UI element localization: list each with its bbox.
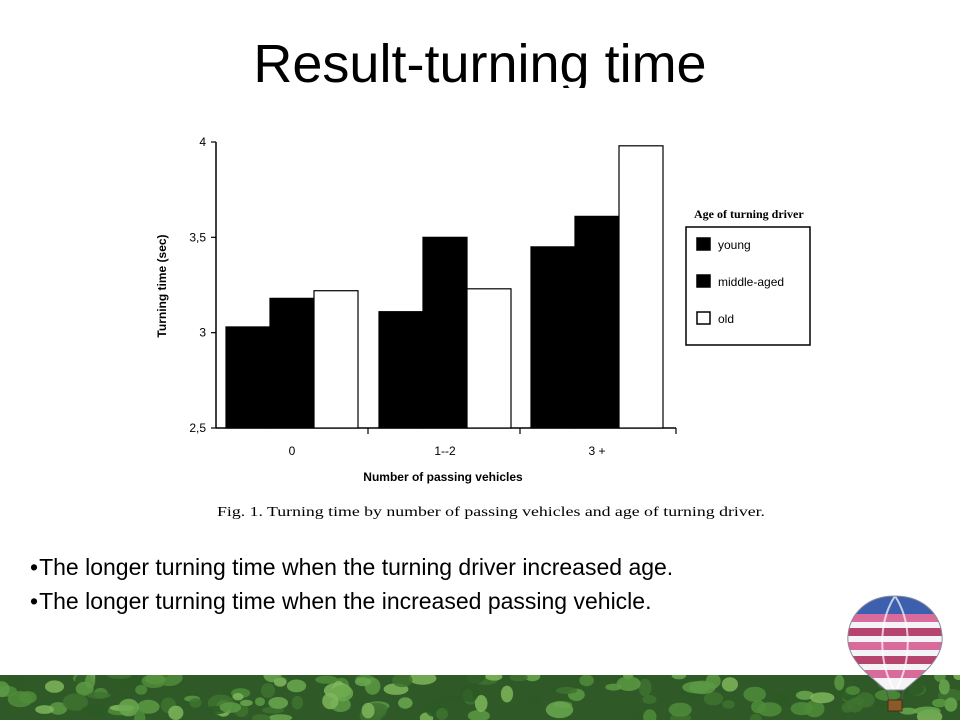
bar-old-0	[313, 290, 359, 429]
x-tick-label: 1--2	[434, 444, 456, 458]
hot-air-balloon-icon	[847, 595, 943, 712]
y-ticks: 2,5 3 3,5 4	[189, 135, 216, 435]
legend-swatch-young	[696, 237, 711, 251]
y-tick-label: 3,5	[189, 230, 206, 244]
bar-young-2	[530, 246, 576, 429]
tree-band-decoration	[0, 675, 960, 720]
bullet-glyph: •	[30, 554, 39, 580]
y-tick-label: 2,5	[189, 421, 206, 435]
legend: young middle-aged old	[696, 237, 784, 326]
bullet-item: •The longer turning time when the turnin…	[30, 550, 950, 584]
bullet-list: •The longer turning time when the turnin…	[30, 550, 950, 618]
bar-young-1	[378, 311, 424, 429]
bullet-item: •The longer turning time when the increa…	[30, 584, 950, 618]
x-ticks: 0 1--2 3 +	[289, 428, 677, 458]
bullet-text: The longer turning time when the increas…	[39, 588, 652, 614]
bar-old-2	[618, 145, 664, 429]
y-tick-label: 3	[199, 326, 206, 340]
figure-caption: Fig. 1. Turning time by number of passin…	[217, 505, 765, 520]
x-axis-label: Number of passing vehicles	[363, 470, 523, 484]
bar-old-1	[466, 288, 512, 429]
bullet-glyph: •	[30, 588, 39, 614]
bars	[225, 145, 664, 429]
legend-label-old: old	[718, 312, 734, 326]
y-axis-label: Turning time (sec)	[155, 234, 169, 337]
bar-middle-aged-2	[574, 215, 620, 429]
bar-young-0	[225, 326, 271, 429]
y-tick-label: 4	[199, 135, 206, 149]
legend-label-young: young	[718, 238, 751, 252]
legend-label-middle-aged: middle-aged	[718, 275, 784, 289]
slide-title: Result-turning time	[253, 34, 707, 88]
x-tick-label: 3 +	[588, 444, 605, 458]
legend-swatch-old	[696, 311, 711, 325]
bullet-text: The longer turning time when the turning…	[39, 554, 674, 580]
legend-title: Age of turning driver	[694, 207, 804, 221]
bar-middle-aged-1	[422, 236, 468, 429]
legend-swatch-middle-aged	[696, 274, 711, 288]
x-tick-label: 0	[289, 444, 296, 458]
bar-middle-aged-0	[269, 297, 315, 429]
